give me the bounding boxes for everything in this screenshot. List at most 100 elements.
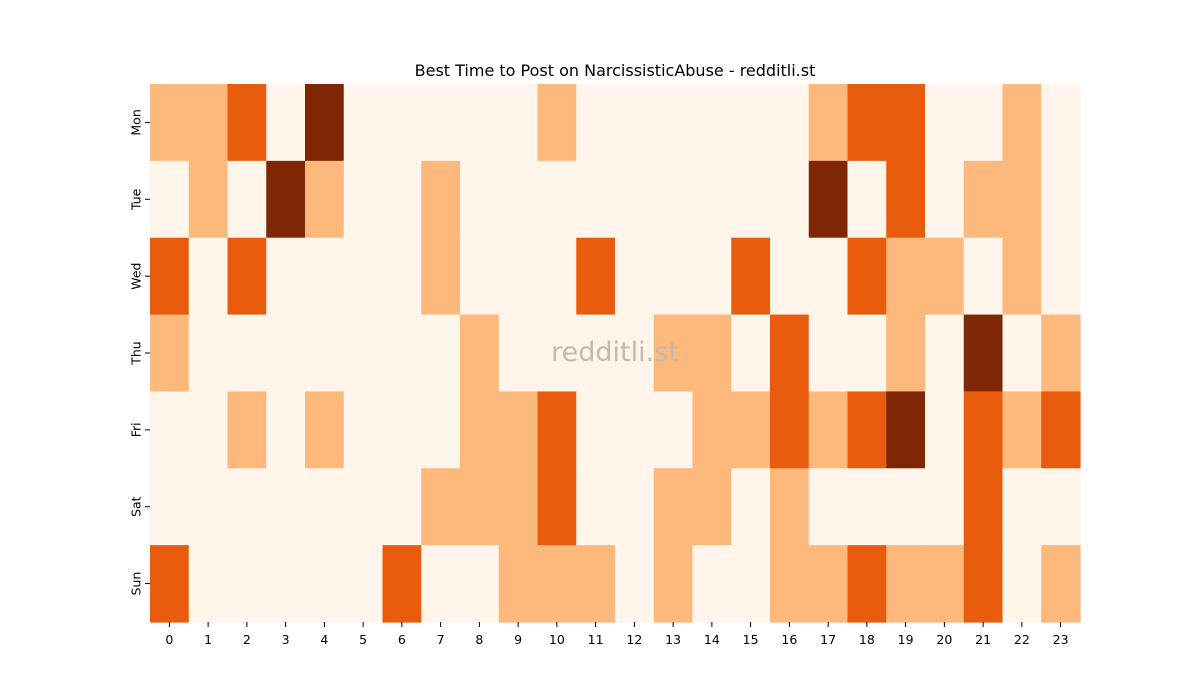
heatmap-cell-mon-11 <box>576 84 616 162</box>
heatmap-cell-sat-16 <box>770 468 810 546</box>
heatmap-cell-thu-14 <box>692 314 732 393</box>
heatmap-cell-tue-19 <box>886 160 926 239</box>
heatmap-cell-mon-14 <box>692 84 732 162</box>
heatmap-cell-wed-0 <box>150 237 190 316</box>
x-tick-label-21: 21 <box>975 632 991 647</box>
x-tick-label-10: 10 <box>549 632 565 647</box>
x-tick-label-22: 22 <box>1014 632 1030 647</box>
heatmap-cell-thu-2 <box>227 314 267 393</box>
heatmap-cell-sat-17 <box>808 468 849 546</box>
heatmap-cell-mon-1 <box>188 84 229 162</box>
heatmap-cell-mon-4 <box>305 84 345 162</box>
heatmap-cell-thu-12 <box>615 314 655 393</box>
heatmap-cell-mon-0 <box>150 84 190 162</box>
heatmap-cell-sun-9 <box>498 545 539 623</box>
heatmap-cell-mon-12 <box>615 84 655 162</box>
heatmap-cell-fri-7 <box>421 391 461 469</box>
heatmap-cell-tue-5 <box>343 160 384 239</box>
heatmap-cell-tue-7 <box>421 160 461 239</box>
heatmap-cell-wed-15 <box>731 237 771 316</box>
heatmap-cell-thu-5 <box>343 314 384 393</box>
heatmap-cell-mon-7 <box>421 84 461 162</box>
heatmap-cell-wed-12 <box>615 237 655 316</box>
heatmap-cell-fri-15 <box>731 391 771 469</box>
heatmap-cell-fri-20 <box>925 391 965 469</box>
x-tick-label-19: 19 <box>898 632 914 647</box>
heatmap-cell-wed-13 <box>653 237 694 316</box>
heatmap-cell-sun-11 <box>576 545 616 623</box>
heatmap-cell-sat-15 <box>731 468 771 546</box>
heatmap-cell-mon-17 <box>808 84 849 162</box>
heatmap-cell-tue-15 <box>731 160 771 239</box>
heatmap-cell-sun-23 <box>1041 545 1081 623</box>
heatmap-cell-sat-2 <box>227 468 267 546</box>
y-tick-label-sun: Sun <box>129 572 144 596</box>
chart-title: Best Time to Post on NarcissisticAbuse -… <box>415 61 816 80</box>
x-tick-label-17: 17 <box>820 632 836 647</box>
x-tick-label-0: 0 <box>165 632 173 647</box>
heatmap-cell-fri-2 <box>227 391 267 469</box>
heatmap-cell-tue-18 <box>847 160 887 239</box>
heatmap-cell-sun-22 <box>1002 545 1042 623</box>
heatmap-cell-sun-10 <box>537 545 577 623</box>
heatmap-cell-thu-4 <box>305 314 345 393</box>
heatmap-cell-mon-21 <box>963 84 1004 162</box>
heatmap-cell-tue-0 <box>150 160 190 239</box>
heatmap-cell-sat-22 <box>1002 468 1042 546</box>
heatmap-cell-tue-2 <box>227 160 267 239</box>
heatmap-cell-sun-16 <box>770 545 810 623</box>
heatmap-cell-mon-5 <box>343 84 384 162</box>
heatmap-cell-thu-1 <box>188 314 229 393</box>
heatmap-cell-sat-10 <box>537 468 577 546</box>
heatmap-cell-tue-21 <box>963 160 1004 239</box>
heatmap-cell-sun-4 <box>305 545 345 623</box>
heatmap-cell-mon-22 <box>1002 84 1042 162</box>
heatmap-cell-sat-21 <box>963 468 1004 546</box>
y-tick-label-thu: Thu <box>129 341 144 365</box>
x-tick-label-2: 2 <box>243 632 251 647</box>
heatmap-cell-sat-14 <box>692 468 732 546</box>
x-tick-label-3: 3 <box>282 632 290 647</box>
x-tick-label-11: 11 <box>588 632 604 647</box>
heatmap-cell-thu-17 <box>808 314 849 393</box>
heatmap-cell-thu-7 <box>421 314 461 393</box>
heatmap-cell-sat-18 <box>847 468 887 546</box>
heatmap-cell-sun-6 <box>382 545 422 623</box>
heatmap-cell-sun-15 <box>731 545 771 623</box>
x-tick-label-7: 7 <box>437 632 445 647</box>
heatmap-cell-fri-23 <box>1041 391 1081 469</box>
heatmap-cell-wed-19 <box>886 237 926 316</box>
y-tick-label-fri: Fri <box>129 422 144 437</box>
heatmap-cell-mon-19 <box>886 84 926 162</box>
heatmap-cell-sun-19 <box>886 545 926 623</box>
heatmap-cell-sun-5 <box>343 545 384 623</box>
heatmap-cell-mon-2 <box>227 84 267 162</box>
x-tick-label-14: 14 <box>704 632 720 647</box>
heatmap-cell-thu-20 <box>925 314 965 393</box>
heatmap-cell-tue-13 <box>653 160 694 239</box>
heatmap-cell-sat-11 <box>576 468 616 546</box>
heatmap-cell-tue-11 <box>576 160 616 239</box>
heatmap-cell-thu-16 <box>770 314 810 393</box>
heatmap-cell-thu-8 <box>460 314 500 393</box>
heatmap-cell-mon-20 <box>925 84 965 162</box>
x-tick-label-23: 23 <box>1053 632 1069 647</box>
heatmap-cell-tue-3 <box>266 160 306 239</box>
heatmap-cell-wed-8 <box>460 237 500 316</box>
heatmap-cell-thu-18 <box>847 314 887 393</box>
x-tick-label-6: 6 <box>398 632 406 647</box>
x-tick-label-13: 13 <box>665 632 681 647</box>
x-tick-label-18: 18 <box>859 632 875 647</box>
heatmap-cell-tue-9 <box>498 160 539 239</box>
heatmap-cell-fri-12 <box>615 391 655 469</box>
heatmap-cells <box>150 84 1081 623</box>
heatmap-cell-sat-9 <box>498 468 539 546</box>
heatmap-cell-fri-3 <box>266 391 306 469</box>
heatmap-cell-mon-16 <box>770 84 810 162</box>
heatmap-cell-sat-19 <box>886 468 926 546</box>
y-tick-label-mon: Mon <box>129 109 144 135</box>
heatmap-cell-thu-15 <box>731 314 771 393</box>
heatmap-cell-mon-9 <box>498 84 539 162</box>
heatmap-cell-tue-20 <box>925 160 965 239</box>
